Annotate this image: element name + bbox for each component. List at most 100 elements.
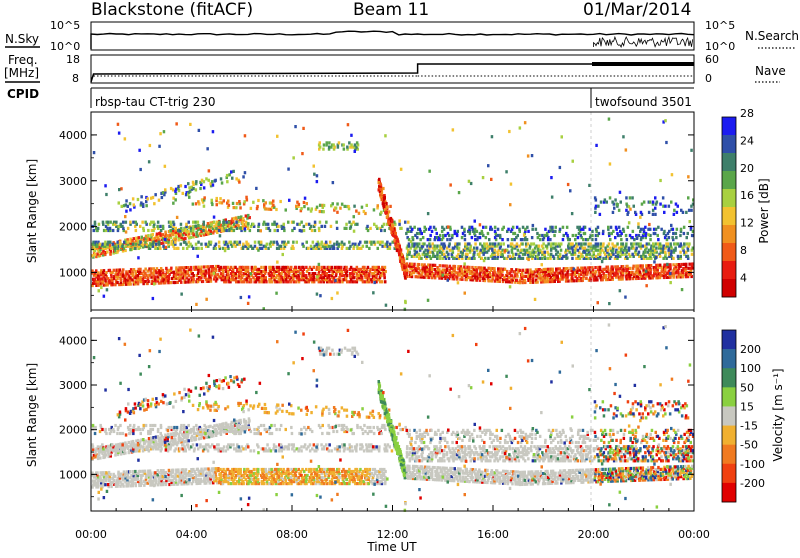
heatmap-cell	[218, 221, 221, 224]
heatmap-cell	[617, 265, 620, 268]
y-tick-label: 1000	[59, 266, 87, 279]
heatmap-cell	[235, 468, 238, 471]
heatmap-cell	[487, 267, 490, 270]
heatmap-cell	[649, 228, 652, 231]
heatmap-cell	[142, 203, 145, 206]
heatmap-cell	[139, 470, 142, 473]
heatmap-cell	[663, 211, 666, 214]
heatmap-cell	[167, 241, 170, 244]
heatmap-cell	[676, 228, 679, 231]
heatmap-cell	[629, 196, 632, 199]
colorbar-swatch	[722, 207, 736, 225]
heatmap-cell	[688, 242, 691, 245]
heatmap-cell	[688, 263, 691, 266]
heatmap-cell	[318, 263, 321, 266]
heatmap-cell	[257, 478, 260, 481]
heatmap-cell	[533, 242, 536, 245]
heatmap-cell	[494, 226, 497, 229]
heatmap-cell	[187, 182, 190, 185]
heatmap-cell	[668, 236, 671, 239]
heatmap-cell	[669, 281, 672, 284]
heatmap-cell	[103, 269, 106, 272]
heatmap-cell	[182, 247, 185, 250]
heatmap-cell	[135, 221, 138, 224]
heatmap-cell	[386, 241, 389, 244]
heatmap-cell	[378, 178, 381, 181]
heatmap-cell	[323, 143, 326, 146]
heatmap-cell	[577, 267, 580, 270]
heatmap-cell	[298, 468, 301, 471]
heatmap-cell	[609, 162, 612, 165]
heatmap-cell	[629, 255, 632, 258]
heatmap-cell	[119, 268, 122, 271]
heatmap-cell	[666, 263, 669, 266]
heatmap-cell	[323, 204, 326, 207]
heatmap-cell	[566, 256, 569, 259]
heatmap-cell	[339, 207, 342, 210]
heatmap-cell	[471, 226, 474, 229]
heatmap-cell	[169, 221, 172, 224]
heatmap-cell	[671, 236, 674, 239]
heatmap-cell	[468, 180, 471, 183]
heatmap-cell	[398, 219, 401, 222]
heatmap-cell	[340, 266, 343, 269]
heatmap-cell	[429, 226, 432, 229]
heatmap-cell	[159, 247, 162, 250]
heatmap-cell	[295, 474, 298, 477]
heatmap-cell	[295, 468, 298, 471]
heatmap-cell	[233, 229, 236, 232]
heatmap-cell	[316, 180, 319, 183]
heatmap-cell	[626, 257, 629, 260]
heatmap-cell	[207, 222, 210, 225]
heatmap-cell	[421, 245, 424, 248]
heatmap-cell	[215, 265, 218, 268]
heatmap-cell	[400, 168, 403, 171]
heatmap-cell	[180, 293, 183, 296]
heatmap-cell	[272, 200, 275, 203]
heatmap-cell	[622, 265, 625, 268]
heatmap-cell	[197, 478, 200, 481]
heatmap-cell	[680, 263, 683, 266]
heatmap-cell	[569, 189, 572, 192]
heatmap-cell	[681, 288, 684, 291]
colorbar-tick-label: 28	[740, 107, 754, 120]
heatmap-cell	[164, 188, 167, 191]
heatmap-cell	[305, 266, 308, 269]
heatmap-cell	[418, 242, 421, 245]
heatmap-cell	[195, 266, 198, 269]
heatmap-cell	[463, 262, 466, 265]
heatmap-cell	[423, 263, 426, 266]
nsky-frame	[91, 22, 694, 50]
heatmap-cell	[541, 263, 544, 266]
heatmap-cell	[104, 483, 107, 486]
heatmap-cell	[307, 207, 310, 210]
heatmap-cell	[121, 483, 124, 486]
heatmap-cell	[332, 181, 335, 184]
heatmap-cell	[93, 151, 96, 154]
heatmap-cell	[521, 238, 524, 241]
heatmap-cell	[597, 205, 600, 208]
heatmap-cell	[110, 247, 113, 250]
heatmap-cell	[257, 468, 260, 471]
heatmap-cell	[356, 223, 359, 226]
heatmap-cell	[482, 226, 485, 229]
heatmap-cell	[602, 242, 605, 245]
heatmap-cell	[528, 251, 531, 254]
heatmap-cell	[607, 226, 610, 229]
heatmap-cell	[531, 270, 534, 273]
heatmap-cell	[595, 238, 598, 241]
heatmap-cell	[628, 247, 631, 250]
heatmap-cell	[276, 229, 279, 232]
heatmap-cell	[687, 196, 690, 199]
heatmap-cell	[395, 244, 398, 247]
heatmap-cell	[540, 269, 543, 272]
heatmap-cell	[116, 281, 119, 284]
heatmap-cell	[411, 263, 414, 266]
heatmap-cell	[142, 470, 145, 473]
heatmap-cell	[516, 226, 519, 229]
heatmap-cell	[235, 221, 238, 224]
heatmap-cell	[677, 242, 680, 245]
heatmap-cell	[629, 267, 632, 270]
heatmap-cell	[596, 278, 599, 281]
heatmap-cell	[172, 475, 175, 478]
